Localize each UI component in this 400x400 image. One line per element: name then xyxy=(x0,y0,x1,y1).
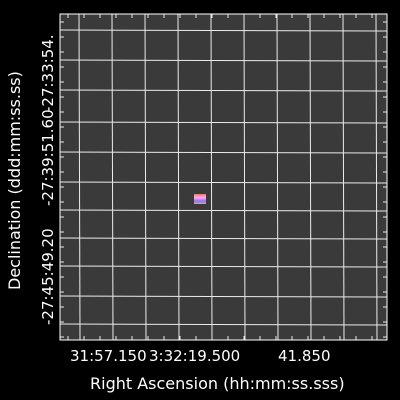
grid-line-vertical xyxy=(276,13,279,341)
y-axis-label: Declination (ddd:mm:ss.ss) xyxy=(5,71,24,290)
grid-line-horizontal xyxy=(59,323,388,326)
grid-line-horizontal xyxy=(59,209,388,212)
x-tick-label: 41.850 xyxy=(278,347,331,365)
plot-area[interactable] xyxy=(59,13,388,341)
grid-line-vertical xyxy=(78,13,81,341)
grid-line-horizontal xyxy=(59,151,388,154)
grid-line-horizontal xyxy=(59,89,388,92)
grid-line-vertical xyxy=(243,13,246,341)
grid-line-vertical xyxy=(375,13,378,341)
x-axis-label: Right Ascension (hh:mm:ss.sss) xyxy=(90,374,345,393)
source-marker xyxy=(194,194,206,204)
y-tick-label: -27:39:51.60 xyxy=(39,109,57,206)
grid-line-horizontal xyxy=(59,59,388,62)
grid-line-vertical xyxy=(177,13,180,341)
grid-line-horizontal xyxy=(59,237,388,240)
grid-line-horizontal xyxy=(59,295,388,298)
y-tick-label: -27:45:49.20 xyxy=(39,228,57,325)
grid-line-horizontal xyxy=(59,121,388,124)
grid-line-horizontal xyxy=(59,265,388,268)
grid-line-vertical xyxy=(210,13,213,341)
x-tick-label: 3:32:19.500 xyxy=(149,347,240,365)
grid-line-vertical xyxy=(342,13,345,341)
grid-line-horizontal xyxy=(59,181,388,184)
grid-line-horizontal xyxy=(59,29,388,32)
coordinate-grid xyxy=(59,13,388,341)
x-tick-label: 31:57.150 xyxy=(70,347,147,365)
grid-line-vertical xyxy=(111,13,114,341)
y-tick-label: -27:33:54. xyxy=(39,34,57,112)
grid-line-vertical xyxy=(144,13,147,341)
grid-line-vertical xyxy=(309,13,312,341)
